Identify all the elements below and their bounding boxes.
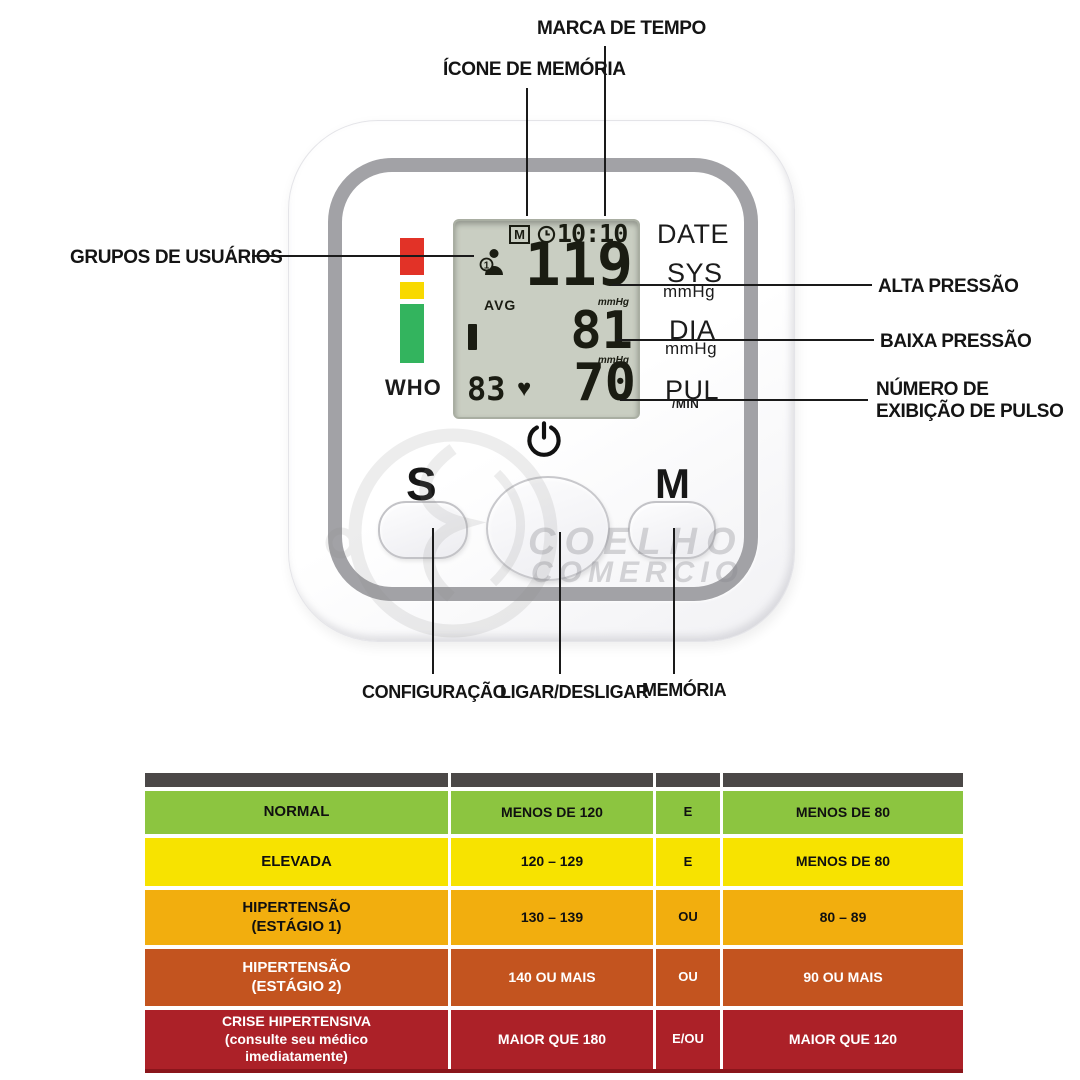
memory-button (628, 501, 716, 559)
device-bezel-ring (328, 158, 758, 601)
avg-label: AVG (484, 297, 517, 313)
systolic-reading: 119 (524, 230, 633, 300)
label-time-mark: MARCA DE TEMPO (537, 18, 706, 39)
date-label: DATE (657, 219, 730, 249)
sys-label: SYS (667, 258, 723, 288)
table-header-cell (451, 773, 653, 787)
leader-line-power (559, 532, 561, 674)
table-row-connector: E (656, 838, 720, 886)
leader-line-memory (673, 528, 675, 674)
table-row-diastolic: MAIOR QUE 120 (723, 1010, 963, 1069)
blood-pressure-monitor: WHO M 10:10 1 119 mmHg AVG 81 mmHg 83 ♥ (288, 120, 795, 642)
table-row-diastolic: 90 OU MAIS (723, 949, 963, 1006)
who-label: WHO (385, 375, 442, 400)
memory-count: 83 (467, 370, 506, 408)
user-group-number: 1 (484, 260, 490, 271)
table-row-systolic: MENOS DE 120 (451, 791, 653, 834)
label-user-groups: GRUPOS DE USUÁRIOS (70, 247, 283, 268)
table-header-cell (145, 773, 448, 787)
systolic-unit-small: mmHg (597, 297, 629, 308)
watermark-line2: COMERCIO (531, 556, 744, 589)
leader-line-time-mark (604, 46, 606, 216)
dia-unit-label: mmHg (665, 339, 718, 358)
diastolic-unit-small: mmHg (597, 355, 629, 366)
pulse-reading: 70 (573, 353, 636, 413)
diastolic-reading: 81 (570, 301, 633, 361)
label-memory-icon: ÍCONE DE MEMÓRIA (443, 59, 626, 80)
table-row-systolic: 140 OU MAIS (451, 949, 653, 1006)
sys-unit-label: mmHg (663, 282, 716, 301)
table-row-systolic: 130 – 139 (451, 890, 653, 945)
table-header-cell (656, 773, 720, 787)
table-row-connector: E/OU (656, 1010, 720, 1069)
pul-unit-label: /MIN (672, 397, 700, 411)
leader-line-memory-icon (526, 88, 528, 216)
table-row-category: ELEVADA (145, 838, 448, 886)
heart-icon: ♥ (517, 375, 532, 402)
bp-classification-table: NORMAL MENOS DE 120 E MENOS DE 80 ELEVAD… (145, 773, 963, 1069)
settings-button-letter: S (406, 458, 437, 510)
table-header-cell (723, 773, 963, 787)
label-power: LIGAR/DESLIGAR (500, 682, 649, 702)
table-row-connector: OU (656, 890, 720, 945)
leader-line-settings (432, 528, 434, 674)
leader-line-low-pressure (616, 339, 874, 341)
table-row-category: HIPERTENSÃO (ESTÁGIO 1) (145, 890, 448, 945)
time-display: 10:10 (557, 219, 628, 248)
label-low-pressure: BAIXA PRESSÃO (880, 331, 1032, 352)
table-row-diastolic: 80 – 89 (723, 890, 963, 945)
label-high-pressure: ALTA PRESSÃO (878, 276, 1019, 297)
leader-line-pulse-display (620, 399, 868, 401)
label-memory: MEMÓRIA (642, 680, 727, 700)
table-row-connector: OU (656, 949, 720, 1006)
table-row-connector: E (656, 791, 720, 834)
settings-button (378, 501, 468, 559)
leader-line-user-groups (252, 255, 474, 257)
who-indicator-green (400, 304, 424, 363)
table-row-diastolic: MENOS DE 80 (723, 838, 963, 886)
clock-icon (537, 225, 556, 244)
user-group-icon: 1 (479, 249, 503, 275)
table-bottom-edge (145, 1069, 963, 1073)
table-row-systolic: MAIOR QUE 180 (451, 1010, 653, 1069)
leader-line-high-pressure (612, 284, 872, 286)
battery-mark-icon (468, 324, 477, 350)
table-row-diastolic: MENOS DE 80 (723, 791, 963, 834)
power-button (486, 476, 610, 581)
who-indicator-yellow (400, 282, 424, 299)
table-row-category: CRISE HIPERTENSIVA (consulte seu médico … (145, 1010, 448, 1069)
table-row-category: HIPERTENSÃO (ESTÁGIO 2) (145, 949, 448, 1006)
watermark-line1: COELHO (528, 521, 745, 563)
memory-button-letter: M (655, 460, 690, 507)
lcd-display: M 10:10 1 119 mmHg AVG 81 mmHg 83 ♥ 70 (453, 219, 640, 419)
label-pulse-display: NÚMERO DE EXIBIÇÃO DE PULSO (876, 379, 1064, 423)
table-row-systolic: 120 – 129 (451, 838, 653, 886)
memory-symbol-icon: M (509, 225, 530, 244)
label-settings: CONFIGURAÇÃO (362, 682, 507, 702)
table-row-category: NORMAL (145, 791, 448, 834)
power-icon (527, 421, 561, 457)
watermark-swirl-logo (325, 428, 558, 638)
